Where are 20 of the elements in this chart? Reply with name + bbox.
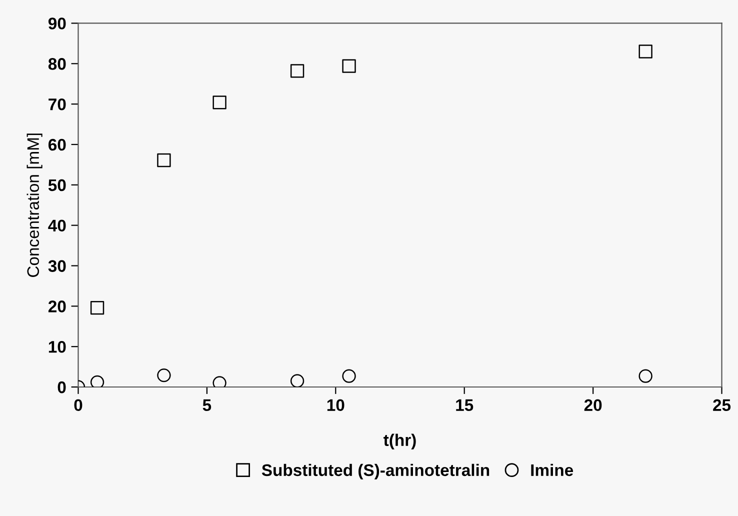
x-axis-title: t(hr) [384,434,416,450]
y-tick-label: 10 [48,340,66,353]
x-tick-label: 20 [584,399,602,412]
y-tick-label: 0 [58,381,66,394]
x-tick-label: 5 [202,399,212,412]
x-tick-label: 10 [327,399,344,412]
legend-label: Substituted (S)-aminotetralin [262,464,490,480]
y-tick-label: 60 [48,138,66,151]
y-tick-label: 20 [48,300,66,312]
legend-label: Imine [531,464,574,476]
y-axis-title: Concentration [mM] [26,134,42,277]
x-tick-label: 15 [456,399,474,412]
x-tick-label: 0 [74,399,82,412]
y-tick-label: 30 [48,260,66,272]
y-tick-label: 90 [48,18,66,30]
y-tick-label: 80 [48,58,66,70]
x-tick-label: 25 [713,399,731,412]
y-tick-label: 70 [48,98,66,110]
y-tick-label: 50 [48,179,66,192]
y-tick-label: 40 [48,220,66,232]
